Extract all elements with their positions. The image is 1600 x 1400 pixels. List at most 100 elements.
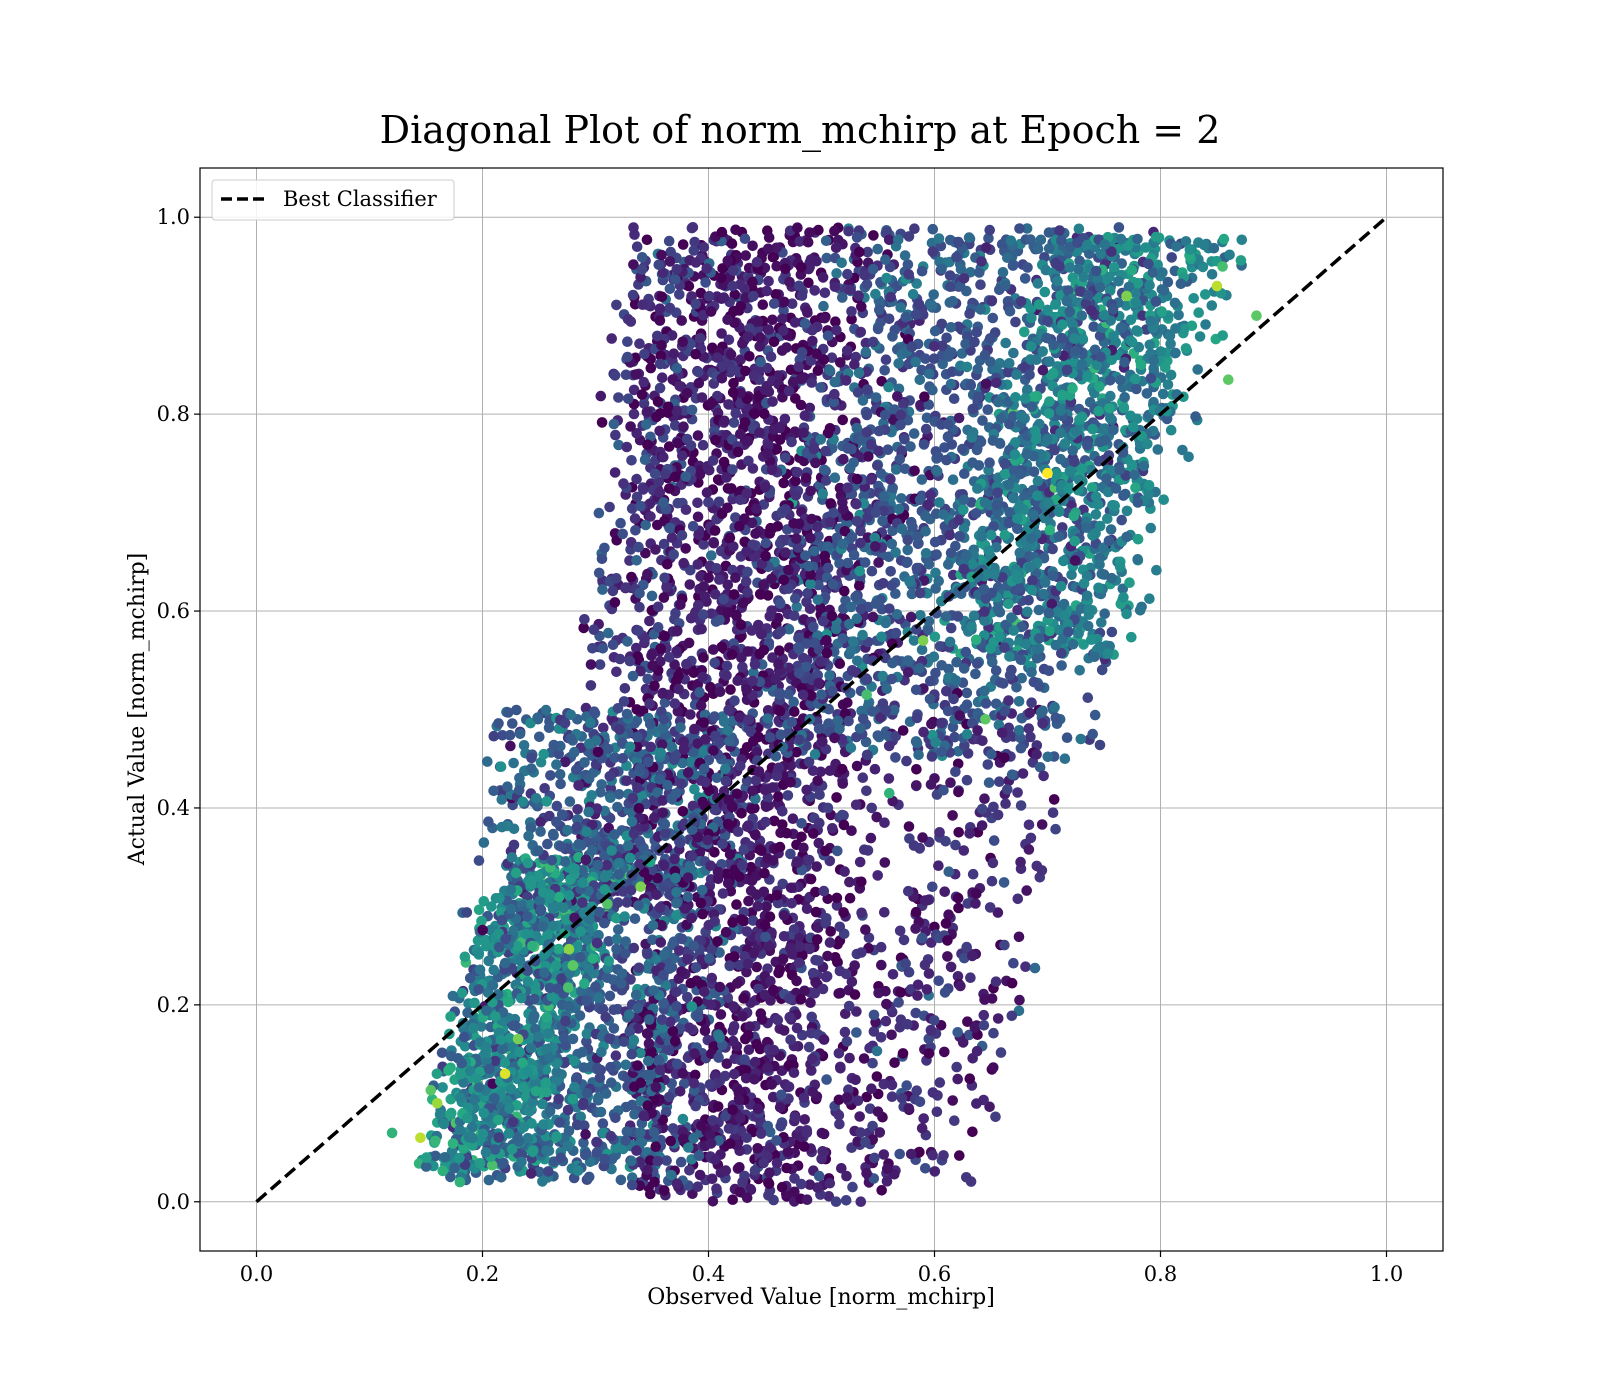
scatter-point <box>838 453 849 465</box>
scatter-point <box>628 222 639 233</box>
scatter-point <box>854 856 866 868</box>
scatter-point <box>861 1091 872 1103</box>
scatter-point <box>591 1136 602 1148</box>
scatter-point <box>723 334 735 346</box>
scatter-point <box>1218 233 1230 245</box>
scatter-point <box>711 1183 722 1194</box>
scatter-point <box>814 789 825 800</box>
scatter-point <box>597 1118 609 1129</box>
scatter-point <box>1192 364 1203 375</box>
scatter-point <box>984 902 996 913</box>
scatter-point <box>832 956 843 968</box>
scatter-point <box>1015 800 1027 811</box>
scatter-point <box>830 242 842 254</box>
scatter-point <box>712 1101 724 1112</box>
scatter-point <box>1173 309 1184 321</box>
scatter-point <box>1013 696 1025 707</box>
scatter-point <box>1200 289 1211 300</box>
scatter-point <box>1116 514 1127 526</box>
scatter-point <box>1206 300 1218 311</box>
scatter-point <box>1200 319 1211 330</box>
scatter-point <box>855 1196 867 1207</box>
scatter-point <box>868 230 879 241</box>
scatter-point <box>972 363 984 375</box>
scatter-point <box>1113 222 1125 233</box>
scatter-point <box>852 655 863 667</box>
scatter-point <box>742 566 753 578</box>
scatter-point <box>1144 339 1156 351</box>
scatter-point <box>1003 695 1014 706</box>
scatter-point <box>640 547 651 559</box>
scatter-point <box>845 645 857 656</box>
scatter-point <box>979 994 990 1005</box>
scatter-point <box>1236 234 1248 246</box>
scatter-point <box>1047 807 1059 818</box>
scatter-point <box>595 390 607 402</box>
scatter-point <box>711 772 723 784</box>
scatter-point <box>994 776 1005 787</box>
scatter-point <box>866 1083 877 1094</box>
scatter-point <box>613 392 624 403</box>
scatter-point <box>508 757 519 769</box>
scatter-point <box>1086 482 1098 493</box>
scatter-point <box>992 809 1004 821</box>
scatter-point <box>934 827 945 838</box>
scatter-point <box>511 704 522 716</box>
scatter-point <box>611 573 622 584</box>
scatter-point <box>968 610 980 622</box>
scatter-point <box>804 402 816 414</box>
scatter-point <box>645 511 656 522</box>
scatter-point <box>535 816 546 828</box>
scatter-point <box>934 641 946 652</box>
scatter-point <box>593 567 605 579</box>
scatter-point <box>954 1150 965 1161</box>
scatter-point <box>846 306 857 317</box>
scatter-point <box>842 697 853 708</box>
scatter-point <box>692 1181 704 1192</box>
scatter-point <box>676 315 687 326</box>
scatter-point <box>821 1074 832 1085</box>
scatter-point <box>897 1048 909 1059</box>
scatter-point <box>952 1027 963 1038</box>
scatter-point <box>835 1063 846 1074</box>
scatter-point <box>703 290 715 302</box>
scatter-point <box>727 1025 738 1036</box>
scatter-point <box>623 1009 635 1020</box>
scatter-point <box>616 968 628 980</box>
scatter-point <box>979 615 990 627</box>
scatter-point <box>699 1025 711 1037</box>
scatter-point <box>575 1111 587 1122</box>
scatter-point <box>895 987 906 998</box>
scatter-point <box>1119 357 1130 368</box>
scatter-point <box>532 712 543 723</box>
scatter-point <box>799 1114 810 1125</box>
scatter-point <box>804 227 815 238</box>
scatter-point <box>458 1143 469 1154</box>
scatter-point <box>876 1185 887 1196</box>
scatter-point <box>726 238 738 249</box>
scatter-point <box>1000 468 1011 480</box>
scatter-point <box>645 741 656 753</box>
scatter-point <box>1048 794 1060 805</box>
scatter-point <box>831 268 842 279</box>
scatter-point <box>803 1041 815 1053</box>
scatter-point <box>927 246 939 257</box>
scatter-point <box>579 614 590 625</box>
scatter-point <box>928 651 940 662</box>
scatter-point <box>461 907 473 918</box>
scatter-point <box>889 1057 900 1068</box>
scatter-point <box>1000 337 1011 349</box>
scatter-point <box>987 312 999 324</box>
scatter-point <box>555 778 566 790</box>
scatter-point <box>948 393 960 405</box>
scatter-point <box>604 812 616 824</box>
scatter-point <box>729 695 740 706</box>
scatter-point <box>964 1073 976 1084</box>
scatter-point <box>967 1126 978 1138</box>
scatter-point <box>642 673 653 685</box>
scatter-point <box>916 474 928 485</box>
scatter-point <box>837 414 848 426</box>
scatter-point <box>1073 223 1085 235</box>
scatter-point <box>787 813 799 824</box>
scatter-point <box>1106 626 1118 638</box>
